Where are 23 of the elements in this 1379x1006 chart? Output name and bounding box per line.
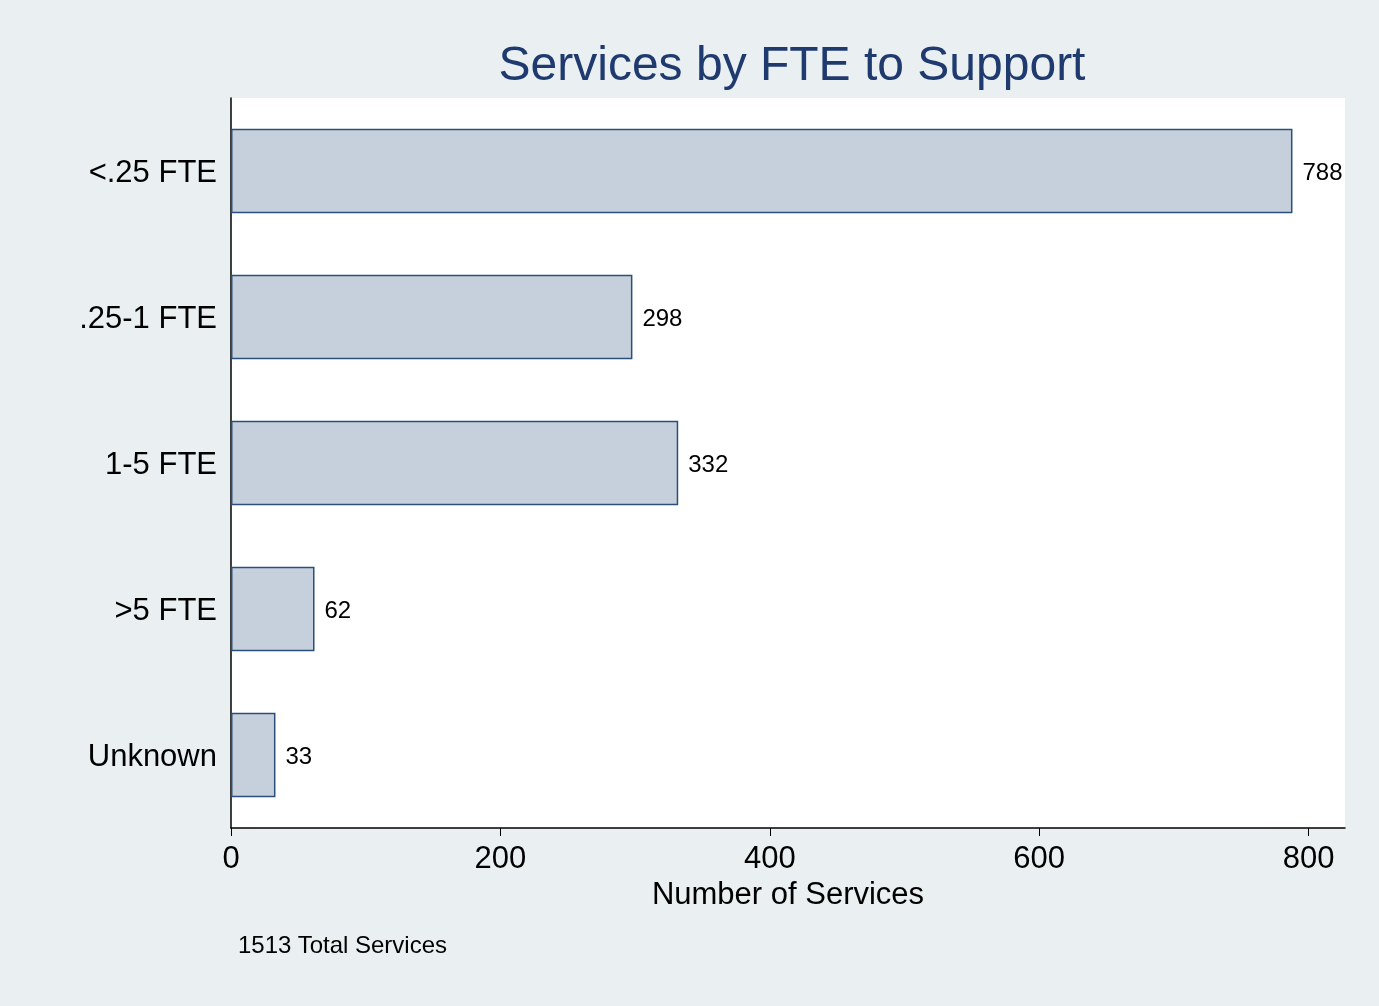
bar (231, 274, 633, 360)
data-label: 788 (1302, 157, 1343, 185)
y-tick-label: >5 FTE (114, 591, 217, 627)
data-label: 332 (688, 449, 729, 477)
y-tick-label: .25-1 FTE (79, 299, 217, 335)
x-tick-label: 600 (1013, 840, 1066, 875)
data-label: 33 (285, 741, 313, 769)
y-tick-label: 1-5 FTE (105, 445, 217, 481)
text: 1513 Total Services (238, 930, 448, 958)
x-axis-title: Number of Services (651, 875, 925, 911)
data-label: 62 (324, 595, 352, 623)
data-label: 298 (642, 303, 683, 331)
bar (231, 420, 679, 506)
bar (231, 128, 1293, 214)
bar (231, 712, 276, 798)
chart-title: Services by FTE to Support (498, 36, 1086, 90)
bar (231, 566, 315, 652)
y-tick-label: <.25 FTE (88, 153, 217, 189)
x-tick-label: 800 (1282, 840, 1335, 875)
x-tick-label: 200 (474, 840, 527, 875)
x-tick-label: 0 (222, 840, 240, 875)
y-tick-label: Unknown (87, 737, 217, 773)
x-tick-label: 400 (743, 840, 796, 875)
